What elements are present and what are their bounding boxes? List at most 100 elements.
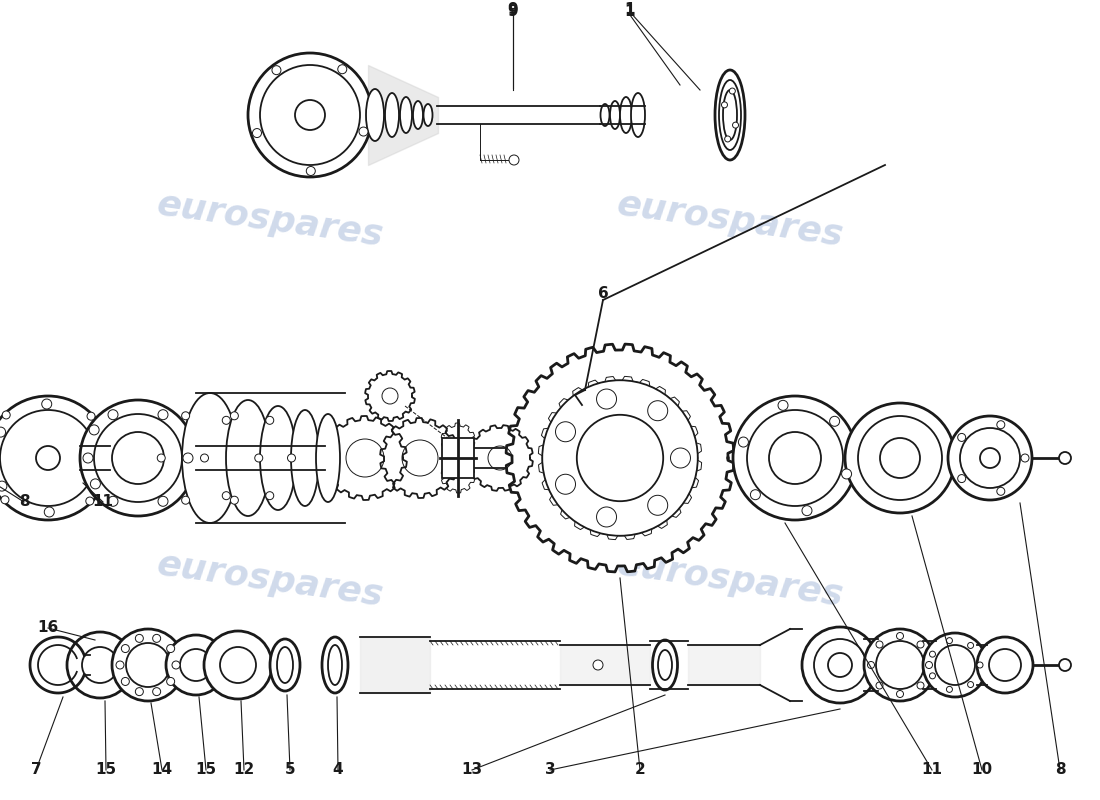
Circle shape	[968, 682, 974, 687]
Circle shape	[930, 673, 935, 679]
Text: 11: 11	[922, 762, 943, 778]
Circle shape	[946, 638, 953, 644]
Circle shape	[338, 65, 346, 74]
Circle shape	[923, 633, 987, 697]
Circle shape	[556, 474, 575, 494]
Ellipse shape	[620, 97, 632, 133]
Circle shape	[509, 155, 519, 165]
Circle shape	[248, 53, 372, 177]
Circle shape	[359, 127, 369, 136]
Circle shape	[182, 412, 189, 420]
Circle shape	[153, 634, 161, 642]
Circle shape	[44, 507, 54, 517]
Circle shape	[802, 506, 812, 516]
Ellipse shape	[270, 639, 300, 691]
Text: 12: 12	[233, 762, 254, 778]
Circle shape	[896, 633, 903, 639]
Circle shape	[733, 122, 738, 128]
Circle shape	[648, 401, 668, 421]
Circle shape	[596, 507, 616, 527]
Circle shape	[87, 412, 95, 420]
Circle shape	[977, 637, 1033, 693]
Circle shape	[1021, 454, 1028, 462]
Text: 5: 5	[285, 762, 295, 778]
Circle shape	[42, 399, 52, 409]
Circle shape	[260, 65, 360, 165]
Text: eurospares: eurospares	[154, 187, 386, 253]
Circle shape	[968, 642, 974, 649]
Circle shape	[876, 641, 883, 648]
Text: 14: 14	[152, 762, 173, 778]
Circle shape	[255, 454, 263, 462]
Circle shape	[153, 688, 161, 696]
Circle shape	[722, 102, 727, 108]
Circle shape	[166, 635, 226, 695]
Ellipse shape	[366, 89, 384, 141]
Ellipse shape	[652, 640, 678, 690]
Circle shape	[593, 660, 603, 670]
Ellipse shape	[182, 393, 238, 523]
Circle shape	[1059, 452, 1071, 464]
Circle shape	[272, 66, 280, 74]
Circle shape	[253, 129, 262, 138]
Polygon shape	[538, 376, 702, 540]
Circle shape	[864, 629, 936, 701]
Ellipse shape	[412, 101, 424, 129]
Circle shape	[750, 490, 760, 500]
Circle shape	[287, 454, 296, 462]
Polygon shape	[365, 371, 415, 421]
Circle shape	[896, 690, 903, 698]
Bar	[442, 438, 474, 478]
Circle shape	[1059, 659, 1071, 671]
Ellipse shape	[385, 93, 399, 137]
Text: 9: 9	[508, 2, 518, 18]
Circle shape	[747, 410, 843, 506]
Text: eurospares: eurospares	[615, 187, 846, 253]
Circle shape	[94, 414, 182, 502]
Text: 8: 8	[19, 494, 30, 510]
Circle shape	[0, 396, 110, 520]
Circle shape	[876, 682, 883, 689]
Text: 15: 15	[96, 762, 117, 778]
Circle shape	[842, 469, 851, 479]
Circle shape	[67, 632, 133, 698]
Circle shape	[925, 662, 933, 669]
Circle shape	[997, 487, 1004, 495]
Text: 11: 11	[92, 494, 113, 510]
Circle shape	[542, 380, 697, 536]
Text: 15: 15	[196, 762, 217, 778]
Polygon shape	[381, 418, 460, 498]
Circle shape	[135, 688, 143, 696]
Circle shape	[306, 166, 316, 175]
Circle shape	[997, 421, 1004, 429]
Circle shape	[121, 645, 130, 653]
Ellipse shape	[601, 104, 609, 126]
Polygon shape	[441, 459, 475, 493]
Circle shape	[556, 422, 575, 442]
Circle shape	[671, 448, 691, 468]
Text: 13: 13	[461, 762, 483, 778]
Text: 3: 3	[544, 762, 556, 778]
Text: 1: 1	[625, 2, 636, 18]
Text: 1: 1	[625, 5, 636, 19]
Circle shape	[958, 434, 966, 442]
Circle shape	[182, 496, 189, 504]
Ellipse shape	[719, 80, 741, 150]
Circle shape	[868, 662, 875, 669]
Circle shape	[266, 492, 274, 500]
Circle shape	[158, 410, 168, 420]
Text: 9: 9	[508, 5, 518, 19]
Circle shape	[958, 474, 966, 482]
Circle shape	[172, 661, 180, 669]
Text: 8: 8	[1055, 762, 1065, 778]
Polygon shape	[468, 425, 532, 491]
Ellipse shape	[610, 101, 620, 129]
Text: 6: 6	[597, 286, 608, 301]
Text: 7: 7	[31, 762, 42, 778]
Circle shape	[1, 496, 9, 504]
Circle shape	[729, 88, 735, 94]
Text: eurospares: eurospares	[615, 547, 846, 613]
Circle shape	[135, 634, 143, 642]
Circle shape	[121, 678, 130, 686]
Circle shape	[89, 425, 99, 435]
